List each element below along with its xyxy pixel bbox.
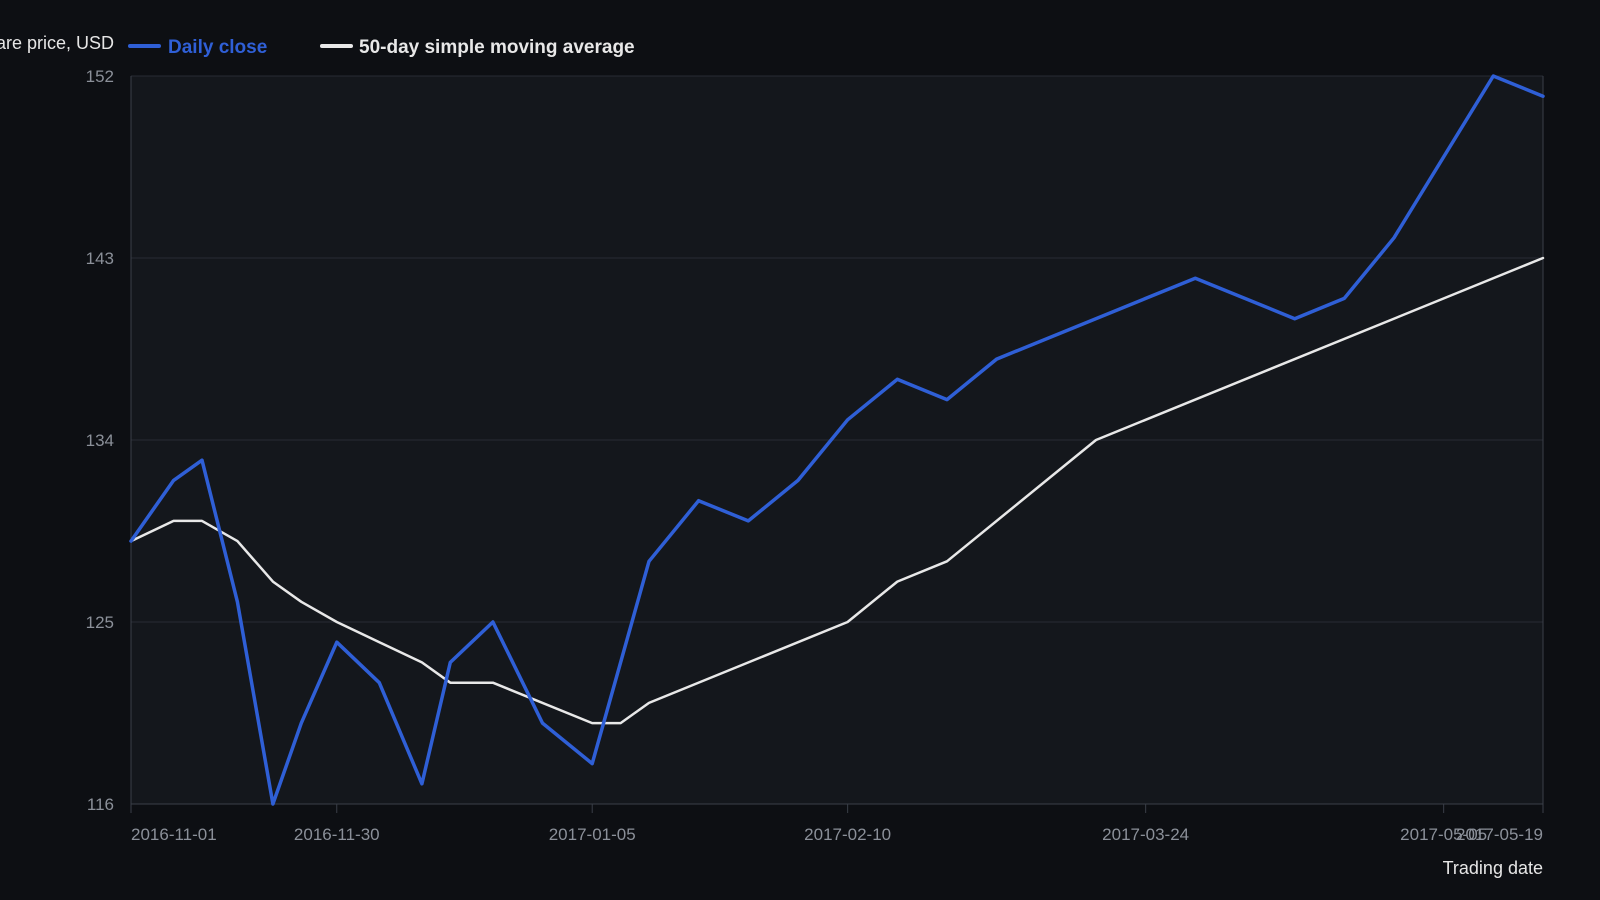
y-tick-label: 143 xyxy=(86,249,114,268)
y-tick-label: 116 xyxy=(87,795,114,814)
x-axis-title: Trading date xyxy=(1443,858,1543,878)
x-tick-label: 2017-05-05 xyxy=(1400,825,1487,844)
x-tick-label: 2017-01-05 xyxy=(549,825,636,844)
y-axis-title: Share price, USD xyxy=(0,33,114,53)
x-tick-label: 2017-05-19 xyxy=(1456,825,1543,844)
legend-label-sma: 50-day simple moving average xyxy=(359,37,635,58)
series-line-daily-close xyxy=(129,74,1545,806)
x-tick-label: 2016-11-01 xyxy=(131,825,217,844)
x-tick-label: 2017-02-10 xyxy=(804,825,891,844)
y-tick-label: 152 xyxy=(86,67,114,86)
series-line-sma xyxy=(129,256,1545,725)
x-tick-label: 2017-03-24 xyxy=(1102,825,1189,844)
y-tick-label: 125 xyxy=(86,613,114,632)
y-tick-label: 134 xyxy=(86,431,114,450)
x-tick-label: 2016-11-30 xyxy=(294,825,380,844)
legend-label-daily-close: Daily close xyxy=(168,37,267,58)
